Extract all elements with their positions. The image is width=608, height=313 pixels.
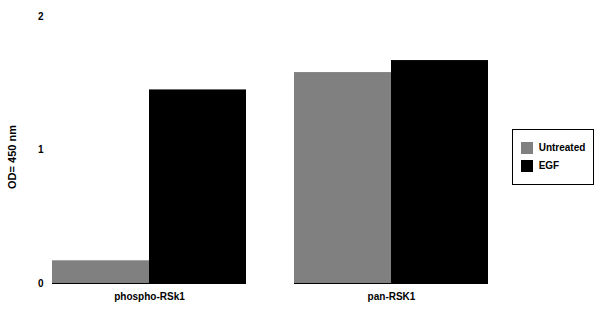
svg-text:phospho-RSk1: phospho-RSk1 xyxy=(114,291,185,302)
html-text:Untreated: Untreated xyxy=(538,142,586,153)
svg-text:0: 0 xyxy=(38,278,44,289)
svg-text:1: 1 xyxy=(38,144,44,155)
svg-text:pan-RSK1: pan-RSK1 xyxy=(368,291,416,302)
svg-text:2: 2 xyxy=(38,11,44,22)
html-text:OD= 450 nm: OD= 450 nm xyxy=(6,124,18,189)
html-text:EGF: EGF xyxy=(538,160,560,171)
